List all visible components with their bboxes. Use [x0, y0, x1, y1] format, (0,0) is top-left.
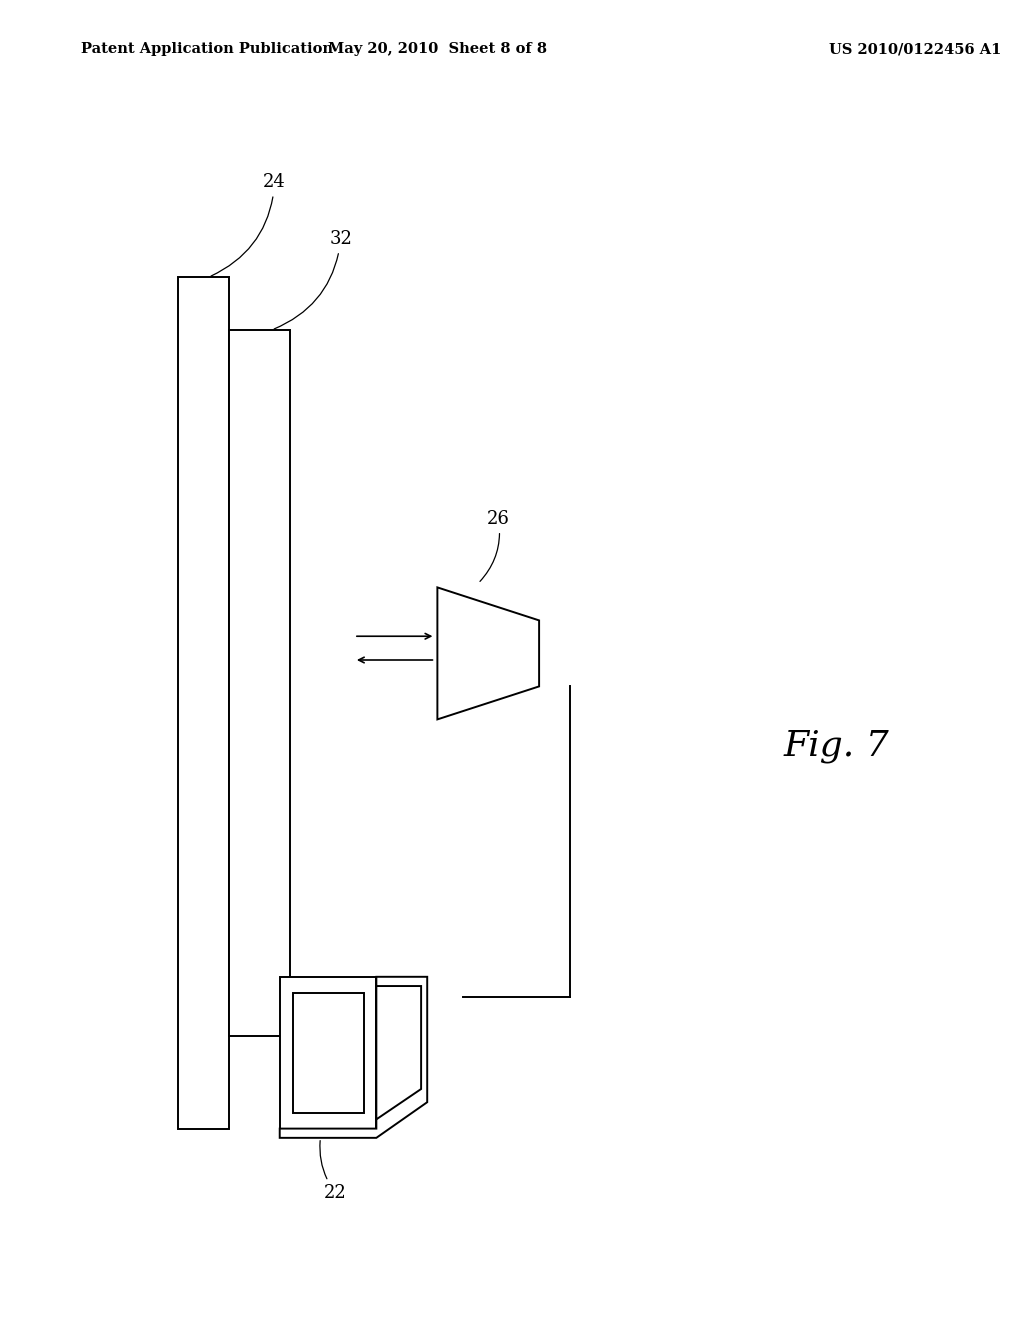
Polygon shape — [280, 977, 377, 1129]
Text: Fig. 7: Fig. 7 — [783, 729, 889, 763]
Bar — [178, 277, 228, 1129]
Polygon shape — [437, 587, 539, 719]
Text: 24: 24 — [211, 173, 286, 276]
Text: Patent Application Publication: Patent Application Publication — [81, 42, 334, 57]
Text: May 20, 2010  Sheet 8 of 8: May 20, 2010 Sheet 8 of 8 — [328, 42, 547, 57]
Polygon shape — [377, 986, 421, 1119]
Polygon shape — [293, 993, 365, 1113]
Text: 32: 32 — [274, 230, 352, 329]
Text: 22: 22 — [319, 1140, 347, 1203]
Text: US 2010/0122456 A1: US 2010/0122456 A1 — [829, 42, 1001, 57]
Polygon shape — [280, 977, 427, 1138]
Bar — [228, 330, 290, 1036]
Text: 26: 26 — [480, 510, 510, 581]
